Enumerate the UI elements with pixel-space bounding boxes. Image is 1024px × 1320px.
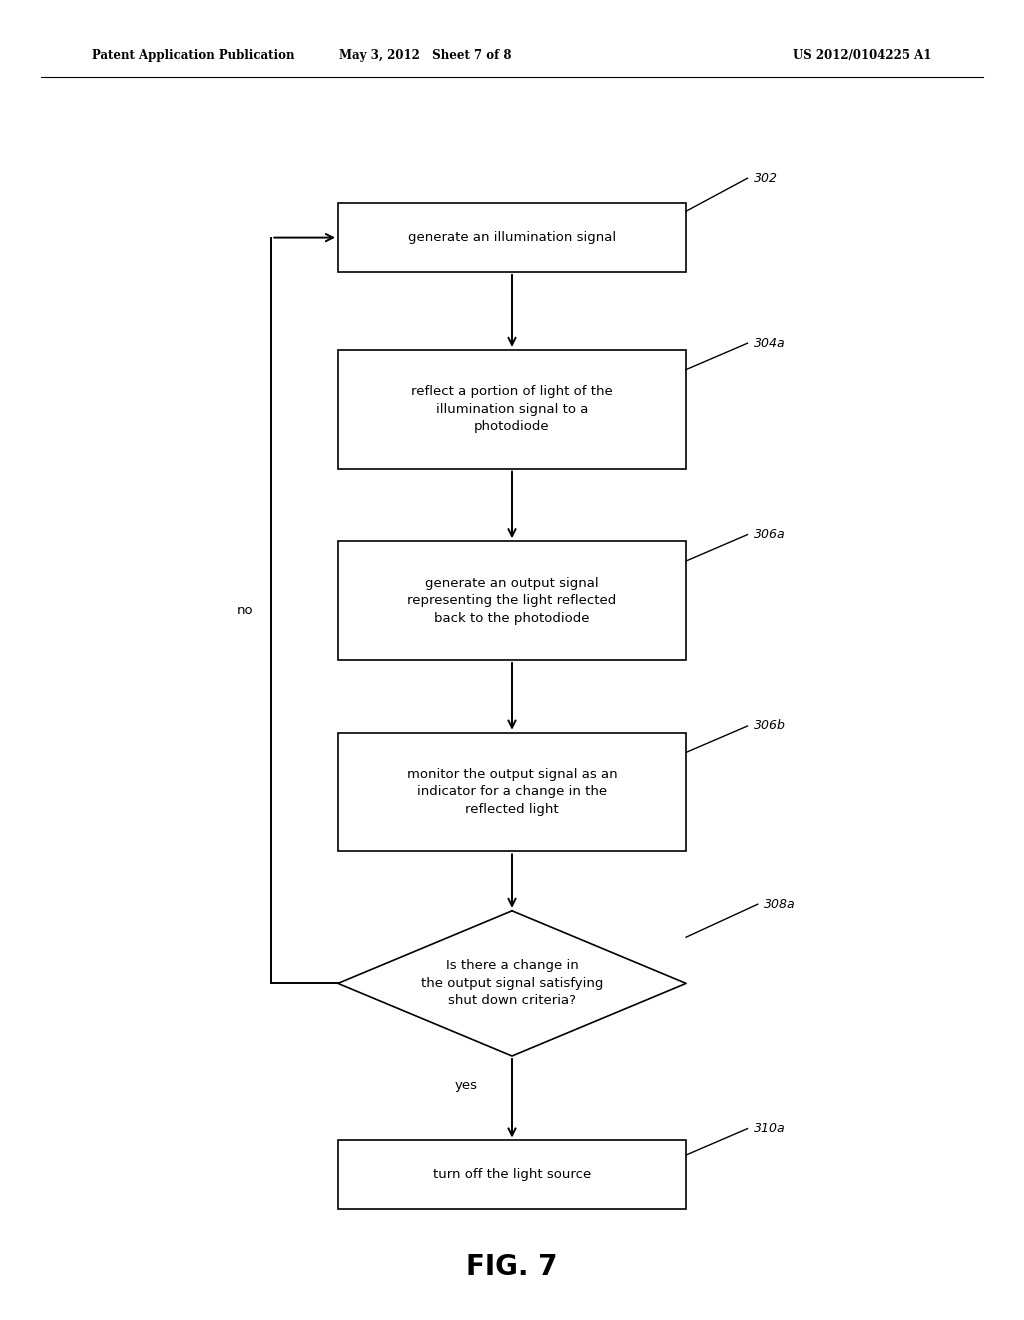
Text: May 3, 2012   Sheet 7 of 8: May 3, 2012 Sheet 7 of 8 bbox=[339, 49, 511, 62]
Text: 302: 302 bbox=[754, 172, 777, 185]
Bar bbox=[338, 1140, 686, 1209]
Bar bbox=[338, 541, 686, 660]
Text: yes: yes bbox=[455, 1078, 477, 1092]
Text: generate an output signal
representing the light reflected
back to the photodiod: generate an output signal representing t… bbox=[408, 577, 616, 624]
Polygon shape bbox=[338, 911, 686, 1056]
Text: no: no bbox=[237, 605, 253, 616]
Text: 306b: 306b bbox=[754, 719, 785, 733]
Text: Patent Application Publication: Patent Application Publication bbox=[92, 49, 295, 62]
Text: 306a: 306a bbox=[754, 528, 785, 541]
Text: turn off the light source: turn off the light source bbox=[433, 1168, 591, 1181]
Text: 310a: 310a bbox=[754, 1122, 785, 1135]
Bar bbox=[338, 203, 686, 272]
Text: 308a: 308a bbox=[764, 898, 796, 911]
Text: FIG. 7: FIG. 7 bbox=[466, 1253, 558, 1282]
Text: Is there a change in
the output signal satisfying
shut down criteria?: Is there a change in the output signal s… bbox=[421, 960, 603, 1007]
Text: US 2012/0104225 A1: US 2012/0104225 A1 bbox=[794, 49, 932, 62]
Text: 304a: 304a bbox=[754, 337, 785, 350]
Text: generate an illumination signal: generate an illumination signal bbox=[408, 231, 616, 244]
Text: reflect a portion of light of the
illumination signal to a
photodiode: reflect a portion of light of the illumi… bbox=[411, 385, 613, 433]
Bar bbox=[338, 350, 686, 469]
Bar bbox=[338, 733, 686, 851]
Text: monitor the output signal as an
indicator for a change in the
reflected light: monitor the output signal as an indicato… bbox=[407, 768, 617, 816]
